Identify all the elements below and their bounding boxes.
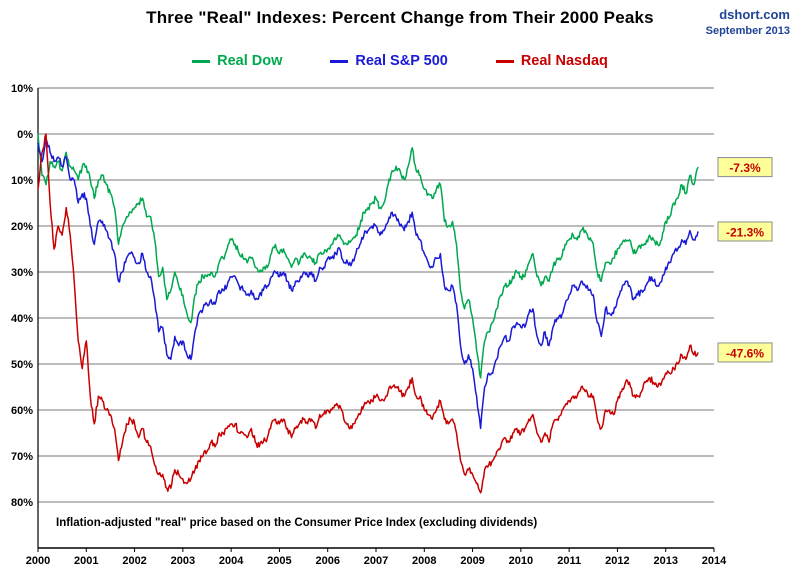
callout-box xyxy=(717,221,773,242)
legend-item-real-nasdaq: Real Nasdaq xyxy=(495,53,608,69)
x-tick-label: 2007 xyxy=(364,555,388,567)
x-tick-label: 2012 xyxy=(605,555,629,567)
x-tick-label: 2010 xyxy=(509,555,533,567)
y-tick-label: 60% xyxy=(11,405,33,417)
series-line-real-sp500 xyxy=(37,137,699,430)
legend-swatch-real-sp500 xyxy=(330,59,349,63)
legend-swatch-real-dow xyxy=(192,59,211,63)
callout-label: -21.3% xyxy=(726,225,764,239)
y-tick-label: 10% xyxy=(11,83,33,95)
x-tick-label: 2014 xyxy=(702,555,727,567)
x-tick-label: 2006 xyxy=(315,555,339,567)
y-tick-label: 30% xyxy=(11,267,33,279)
source-block: dshort.com September 2013 xyxy=(706,6,790,38)
legend-swatch-real-nasdaq xyxy=(495,59,514,63)
y-tick-label: 20% xyxy=(11,221,33,233)
callout-box xyxy=(717,342,773,363)
x-tick-label: 2011 xyxy=(557,555,581,567)
footnote: Inflation-adjusted "real" price based on… xyxy=(56,517,538,529)
chart-title: Three "Real" Indexes: Percent Change fro… xyxy=(146,8,654,27)
x-tick-label: 2000 xyxy=(26,555,50,567)
y-tick-label: 0% xyxy=(17,129,33,141)
y-tick-label: 70% xyxy=(11,451,33,463)
x-tick-label: 2013 xyxy=(653,555,677,567)
x-tick-label: 2003 xyxy=(171,555,195,567)
legend-item-real-dow: Real Dow xyxy=(192,53,282,69)
x-tick-label: 2004 xyxy=(219,555,244,567)
x-tick-label: 2002 xyxy=(122,555,146,567)
x-tick-label: 2009 xyxy=(460,555,484,567)
x-tick-label: 2001 xyxy=(74,555,98,567)
x-tick-label: 2008 xyxy=(412,555,436,567)
legend-label-real-dow: Real Dow xyxy=(217,53,283,69)
callout-label: -47.6% xyxy=(726,346,764,360)
legend-label-real-nasdaq: Real Nasdaq xyxy=(520,53,608,69)
series-line-real-dow xyxy=(37,133,699,379)
legend: Real Dow Real S&P 500 Real Nasdaq xyxy=(0,53,800,69)
y-tick-label: 10% xyxy=(11,175,33,187)
source-date: September 2013 xyxy=(705,24,790,37)
y-tick-label: 50% xyxy=(11,359,33,371)
callout-box xyxy=(717,157,773,178)
y-tick-label: 40% xyxy=(11,313,33,325)
x-tick-label: 2005 xyxy=(267,555,291,567)
callout-label: -7.3% xyxy=(729,161,761,175)
legend-label-real-sp500: Real S&P 500 xyxy=(355,53,448,69)
series-line-real-nasdaq xyxy=(37,133,699,494)
source-site: dshort.com xyxy=(719,7,790,22)
legend-item-real-sp500: Real S&P 500 xyxy=(330,53,448,69)
y-tick-label: 80% xyxy=(11,497,33,509)
